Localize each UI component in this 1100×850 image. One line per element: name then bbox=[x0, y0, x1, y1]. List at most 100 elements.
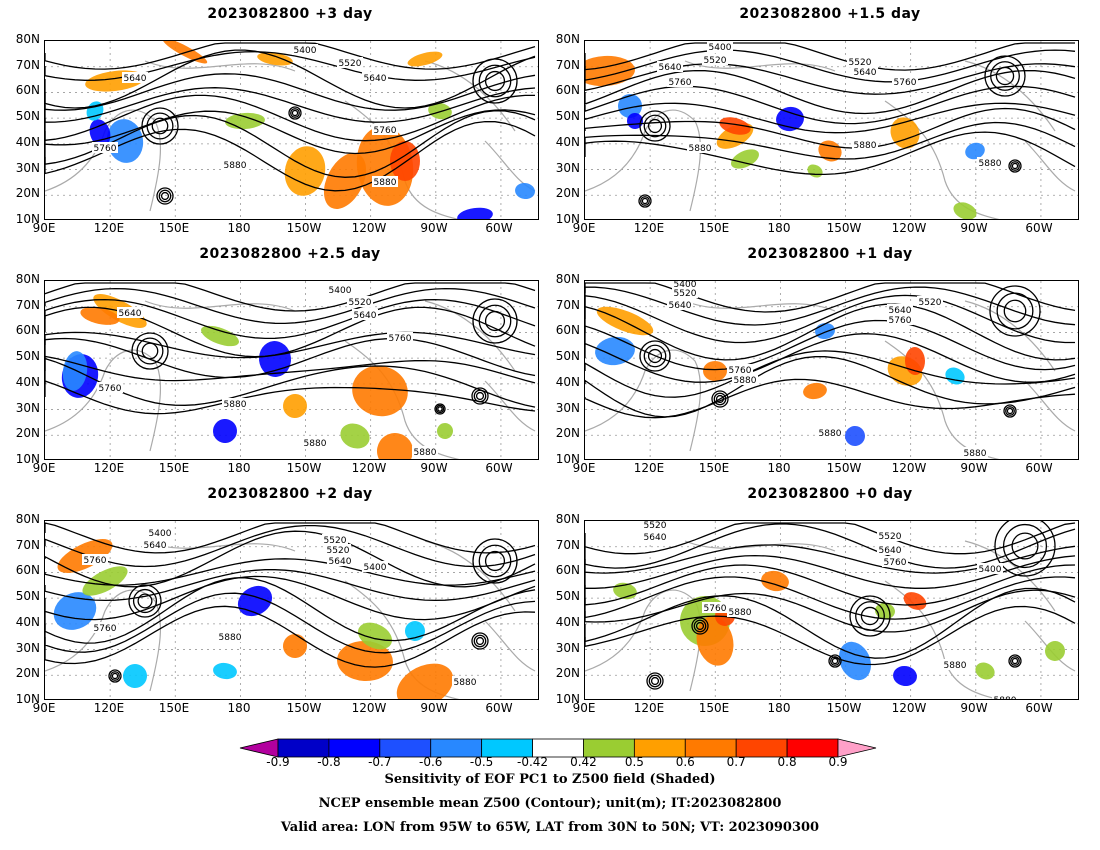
z500-closed-contour bbox=[141, 342, 159, 360]
z500-closed-contour bbox=[156, 187, 174, 205]
z500-closed-contour bbox=[484, 70, 506, 92]
contour-label: 5880 bbox=[854, 141, 877, 151]
z500-closed-contour bbox=[435, 404, 445, 414]
z500-contour bbox=[45, 575, 536, 621]
contour-label: 5640 bbox=[644, 533, 667, 543]
z500-closed-contour bbox=[990, 61, 1020, 91]
contour-label: 5400 bbox=[979, 565, 1002, 575]
lon-label: 90E bbox=[32, 221, 56, 235]
lat-label: 60N bbox=[15, 323, 40, 338]
lon-label: 120E bbox=[93, 221, 125, 235]
panel-title: 2023082800 +2 day bbox=[207, 486, 373, 502]
sensitivity-shading bbox=[86, 101, 104, 121]
contour-label: 5880 bbox=[734, 376, 757, 386]
z500-contour bbox=[45, 522, 536, 554]
sensitivity-shading bbox=[283, 394, 307, 418]
lon-label: 120E bbox=[633, 701, 665, 715]
lat-label: 40N bbox=[555, 134, 580, 149]
lat-label: 40N bbox=[555, 614, 580, 629]
z500-closed-contour bbox=[1006, 407, 1014, 415]
z500-closed-contour bbox=[638, 194, 652, 208]
z500-closed-contour bbox=[831, 657, 839, 665]
colorbar-tick-label: -0.5 bbox=[469, 755, 494, 769]
z500-closed-contour bbox=[141, 107, 179, 145]
contour-label: 5400 bbox=[364, 563, 387, 573]
lat-label: 50N bbox=[555, 349, 580, 364]
contour-label: 5400 bbox=[674, 281, 697, 290]
contour-label: 5880 bbox=[979, 159, 1002, 169]
colorbar-tick-label: 0.42 bbox=[570, 755, 597, 769]
contour-label: 5520 bbox=[879, 532, 902, 542]
z500-contour bbox=[585, 350, 1076, 398]
lat-label: 40N bbox=[15, 374, 40, 389]
z500-closed-contour bbox=[643, 114, 667, 138]
lon-label: 150W bbox=[826, 701, 862, 715]
z500-contour bbox=[585, 333, 1076, 383]
lat-label: 80N bbox=[555, 32, 580, 46]
coastline bbox=[585, 300, 1076, 459]
z500-contour bbox=[585, 85, 1076, 125]
z500-contour bbox=[45, 298, 536, 340]
z500-closed-contour bbox=[478, 304, 512, 338]
lat-label: 20N bbox=[555, 666, 580, 681]
lon-label: 90E bbox=[32, 461, 56, 475]
contour-label: 5520 bbox=[849, 58, 872, 68]
lat-label: 50N bbox=[15, 349, 40, 364]
z500-closed-contour bbox=[146, 112, 174, 140]
z500-contour bbox=[45, 110, 536, 178]
contour-label: 5640 bbox=[889, 306, 912, 316]
sensitivity-shading bbox=[213, 419, 237, 443]
footer-line-3: Valid area: LON from 95W to 65W, LAT fro… bbox=[280, 820, 820, 835]
z500-closed-contour bbox=[475, 391, 485, 401]
sensitivity-shading bbox=[437, 423, 453, 439]
lon-label: 90W bbox=[960, 701, 988, 715]
z500-contour bbox=[45, 87, 536, 123]
z500-closed-contour bbox=[158, 189, 172, 203]
contour-label: 5880 bbox=[304, 439, 327, 449]
colorbar-tick-label: 0.5 bbox=[624, 755, 644, 769]
map-panel-1: 5400 5520 5640 5640 5760 5760 5880 5880 bbox=[44, 40, 539, 220]
contour-label: 5640 bbox=[329, 557, 352, 567]
lon-label: 180 bbox=[767, 221, 791, 235]
sensitivity-shading bbox=[703, 361, 727, 381]
contour-label: 5640 bbox=[879, 546, 902, 556]
contour-label: 5880 bbox=[729, 608, 752, 618]
z500-closed-contour bbox=[691, 617, 709, 635]
lon-label: 60W bbox=[485, 701, 513, 715]
z500-closed-contour bbox=[111, 672, 119, 680]
z500-closed-contour bbox=[641, 197, 649, 205]
lon-label: 90E bbox=[572, 221, 596, 235]
contour-label: 5760 bbox=[704, 604, 727, 614]
lat-label: 10N bbox=[15, 212, 40, 226]
contour-label: 5880 bbox=[224, 161, 247, 171]
sensitivity-shading bbox=[53, 592, 97, 630]
lat-label: 60N bbox=[15, 563, 40, 578]
contour-label: 5760 bbox=[729, 366, 752, 376]
lon-label: 90W bbox=[420, 701, 448, 715]
lat-label: 70N bbox=[15, 57, 40, 72]
lon-label: 180 bbox=[767, 461, 791, 475]
z500-contour bbox=[585, 576, 1076, 620]
z500-closed-contour bbox=[989, 285, 1041, 337]
sensitivity-shading bbox=[595, 336, 635, 366]
z500-closed-contour bbox=[484, 550, 506, 572]
panel-title: 2023082800 +0 day bbox=[747, 486, 913, 502]
z500-closed-contour bbox=[713, 392, 727, 406]
lon-label: 120W bbox=[891, 701, 927, 715]
z500-closed-contour bbox=[132, 588, 158, 614]
contour-label: 5760 bbox=[374, 126, 397, 136]
z500-closed-contour bbox=[1011, 162, 1019, 170]
z500-contour bbox=[45, 109, 536, 155]
z500-contour bbox=[45, 605, 536, 668]
lon-label: 90W bbox=[960, 221, 988, 235]
lon-label: 90E bbox=[32, 701, 56, 715]
sensitivity-shading bbox=[596, 306, 654, 336]
z500-closed-contour bbox=[472, 58, 518, 104]
sensitivity-shading bbox=[162, 41, 208, 64]
z500-closed-contour bbox=[290, 108, 300, 118]
contour-label: 5880 bbox=[819, 429, 842, 439]
z500-contour bbox=[45, 49, 536, 109]
sensitivity-shading bbox=[89, 119, 111, 147]
contour-label: 5520 bbox=[919, 298, 942, 308]
